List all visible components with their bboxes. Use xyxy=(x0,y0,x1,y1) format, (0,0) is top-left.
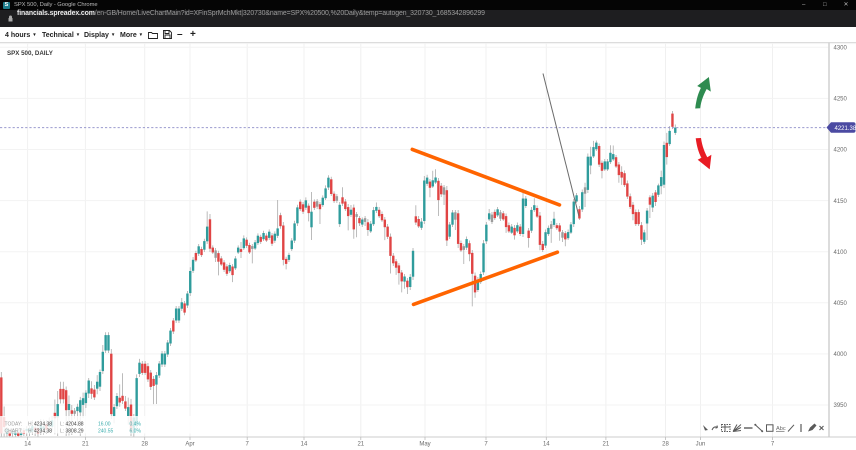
svg-text:SPX 500, DAILY: SPX 500, DAILY xyxy=(7,50,54,57)
svg-text:14: 14 xyxy=(301,442,308,448)
svg-text:May: May xyxy=(419,442,430,448)
svg-text:240.55: 240.55 xyxy=(98,429,114,435)
svg-text:H:: H: xyxy=(28,422,33,428)
svg-text:21: 21 xyxy=(82,442,89,448)
svg-text:4150: 4150 xyxy=(834,199,848,205)
svg-text:4234.38: 4234.38 xyxy=(34,422,52,428)
svg-text:3808.29: 3808.29 xyxy=(66,429,84,435)
svg-text:4200: 4200 xyxy=(834,148,848,154)
svg-text:4221.38: 4221.38 xyxy=(835,126,856,132)
svg-text:4234.38: 4234.38 xyxy=(34,429,52,435)
svg-text:0.4%: 0.4% xyxy=(130,422,142,428)
svg-text:4300: 4300 xyxy=(834,46,848,52)
svg-text:7: 7 xyxy=(771,442,775,448)
svg-text:L:: L: xyxy=(60,422,64,428)
svg-text:Abc: Abc xyxy=(776,426,786,432)
svg-text:21: 21 xyxy=(357,442,364,448)
svg-text:6.0%: 6.0% xyxy=(130,429,142,435)
svg-text:4000: 4000 xyxy=(834,352,848,358)
svg-text:4204.88: 4204.88 xyxy=(66,422,84,428)
svg-text:L:: L: xyxy=(60,429,64,435)
svg-text:16.00: 16.00 xyxy=(98,422,111,428)
svg-text:4100: 4100 xyxy=(834,250,848,256)
svg-text:4050: 4050 xyxy=(834,301,848,307)
svg-text:4250: 4250 xyxy=(834,97,848,103)
svg-text:28: 28 xyxy=(662,442,669,448)
svg-text:Apr: Apr xyxy=(185,442,194,448)
svg-text:CHART:: CHART: xyxy=(5,429,23,435)
svg-text:21: 21 xyxy=(603,442,610,448)
svg-text:14: 14 xyxy=(543,442,550,448)
svg-text:3950: 3950 xyxy=(834,403,848,409)
svg-text:7: 7 xyxy=(246,442,250,448)
svg-text:H:: H: xyxy=(28,429,33,435)
svg-text:7: 7 xyxy=(484,442,488,448)
svg-text:28: 28 xyxy=(141,442,148,448)
svg-text:TODAY:: TODAY: xyxy=(5,422,23,428)
svg-text:14: 14 xyxy=(24,442,31,448)
svg-text:Jun: Jun xyxy=(696,442,706,448)
